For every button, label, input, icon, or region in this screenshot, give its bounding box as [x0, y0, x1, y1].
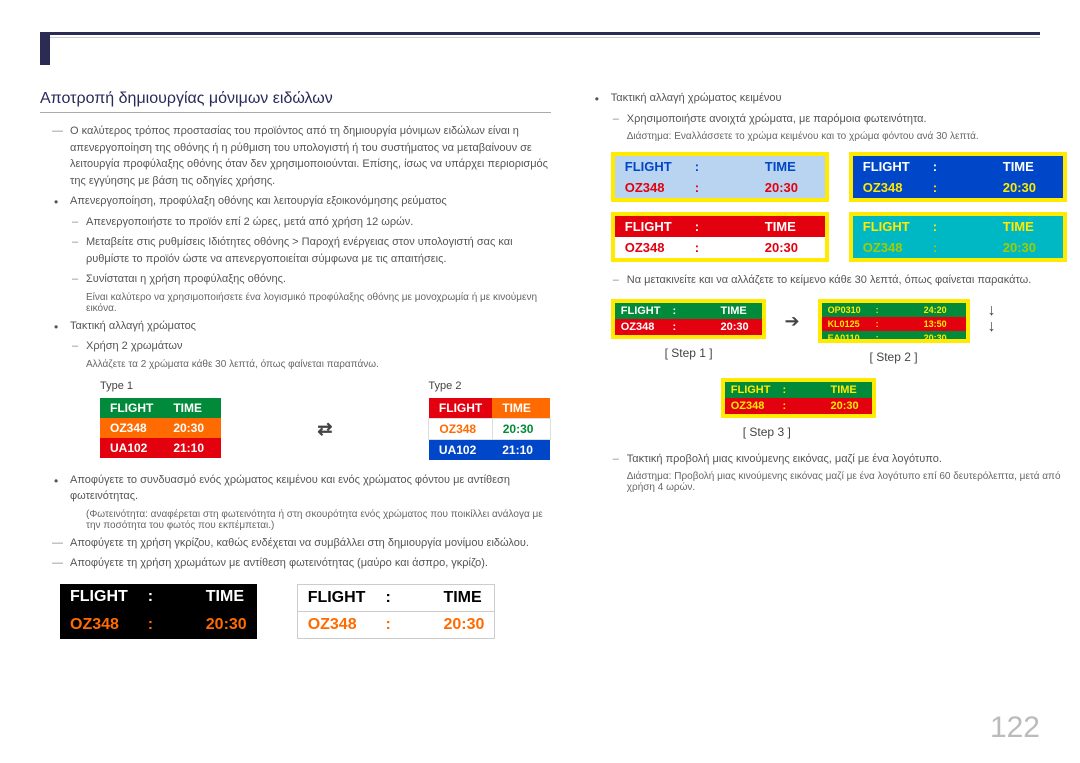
left-column: Αποτροπή δημιουργίας μόνιμων ειδώλων Ο κ…: [40, 90, 551, 733]
scroll-arrows-icon: ↓↓: [988, 299, 996, 335]
type1-table: FLIGHTTIME OZ34820:30 UA10221:10: [100, 398, 221, 458]
contrast-black-box: FLIGHT:TIME OZ348:20:30: [60, 584, 257, 639]
contrast-example-pair: FLIGHT:TIME OZ348:20:30 FLIGHT:TIME OZ34…: [40, 584, 551, 639]
sub-2colors: Χρήση 2 χρωμάτων: [40, 338, 551, 355]
step3-block: FLIGHT:TIME OZ348:20:30 [ Step 3 ]: [581, 378, 1067, 439]
type2-block: Type 2 FLIGHTTIME OZ34820:30 UA10221:10: [428, 380, 550, 460]
sub-move-text: Να μετακινείτε και να αλλάζετε το κείμεν…: [581, 272, 1067, 289]
type2-label: Type 2: [428, 380, 550, 392]
note-interval30: Διάστημα: Εναλλάσσετε το χρώμα κειμένου …: [581, 131, 1067, 142]
contrast-white-box: FLIGHT:TIME OZ348:20:30: [297, 584, 496, 639]
sub-display-props: Μεταβείτε στις ρυθμίσεις Ιδιότητες οθόνη…: [40, 234, 551, 267]
type1-block: Type 1 FLIGHTTIME OZ34820:30 UA10221:10: [100, 380, 221, 460]
sub-off-2h: Απενεργοποιήστε το προϊόν επί 2 ώρες, με…: [40, 214, 551, 231]
swap-arrow-icon: ⇄: [311, 380, 338, 460]
step-arrow-icon: ➔: [784, 299, 799, 332]
note-2colors: Αλλάζετε τα 2 χρώματα κάθε 30 λεπτά, όπω…: [40, 359, 551, 370]
section-title: Αποτροπή δημιουργίας μόνιμων ειδώλων: [40, 90, 551, 113]
para-avoid-grey: Αποφύγετε τη χρήση γκρίζου, καθώς ενδέχε…: [40, 535, 551, 552]
note-brightness: (Φωτεινότητα: αναφέρεται στη φωτεινότητα…: [40, 509, 551, 531]
sub-lightcolors: Χρησιμοποιήστε ανοιχτά χρώματα, με παρόμ…: [581, 111, 1067, 128]
header-accent: [40, 32, 50, 65]
color-variant-grid: FLIGHT:TIME OZ348:20:30 FLIGHT:TIME OZ34…: [581, 152, 1067, 262]
bullet-textcolor: Τακτική αλλαγή χρώματος κειμένου: [581, 90, 1067, 107]
type1-label: Type 1: [100, 380, 221, 392]
step2-label: [ Step 2 ]: [818, 350, 970, 364]
bullet-colorchange: Τακτική αλλαγή χρώματος: [40, 318, 551, 335]
header-rule: [40, 32, 1040, 38]
right-column: Τακτική αλλαγή χρώματος κειμένου Χρησιμο…: [581, 90, 1067, 733]
step2-block: OP0310:24:20 KL0125:13:50 EA0110:20:30 K…: [818, 299, 970, 364]
step1-block: FLIGHT:TIME OZ348:20:30 [ Step 1 ]: [611, 299, 767, 360]
type2-table: FLIGHTTIME OZ34820:30 UA10221:10: [428, 398, 550, 460]
variant-box-3: FLIGHT:TIME OZ348:20:30: [611, 212, 829, 262]
sub-moving-logo: Τακτική προβολή μιας κινούμενης εικόνας,…: [581, 451, 1067, 468]
para-avoid-contrast: Αποφύγετε τη χρήση χρωμάτων με αντίθεση …: [40, 555, 551, 572]
variant-box-2: FLIGHT:TIME OZ348:20:30: [849, 152, 1067, 202]
para-intro: Ο καλύτερος τρόπος προστασίας του προϊόν…: [40, 123, 551, 189]
variant-box-1: FLIGHT:TIME OZ348:20:30: [611, 152, 829, 202]
bullet-poweroff: Απενεργοποίηση, προφύλαξη οθόνης και λει…: [40, 193, 551, 210]
bullet-avoid-contrast: Αποφύγετε το συνδυασμό ενός χρώματος κει…: [40, 472, 551, 505]
step3-label: [ Step 3 ]: [721, 425, 1067, 439]
variant-box-4: FLIGHT:TIME OZ348:20:30: [849, 212, 1067, 262]
note-screensaver: Είναι καλύτερο να χρησιμοποιήσετε ένα λο…: [40, 292, 551, 314]
page-number: 122: [990, 711, 1040, 745]
note-moving-logo: Διάστημα: Προβολή μιας κινούμενης εικόνα…: [581, 471, 1067, 493]
sub-screensaver: Συνίσταται η χρήση προφύλαξης οθόνης.: [40, 271, 551, 288]
steps-row: FLIGHT:TIME OZ348:20:30 [ Step 1 ] ➔ OP0…: [581, 299, 1067, 364]
step1-label: [ Step 1 ]: [611, 346, 767, 360]
type-comparison: Type 1 FLIGHTTIME OZ34820:30 UA10221:10 …: [40, 380, 551, 460]
